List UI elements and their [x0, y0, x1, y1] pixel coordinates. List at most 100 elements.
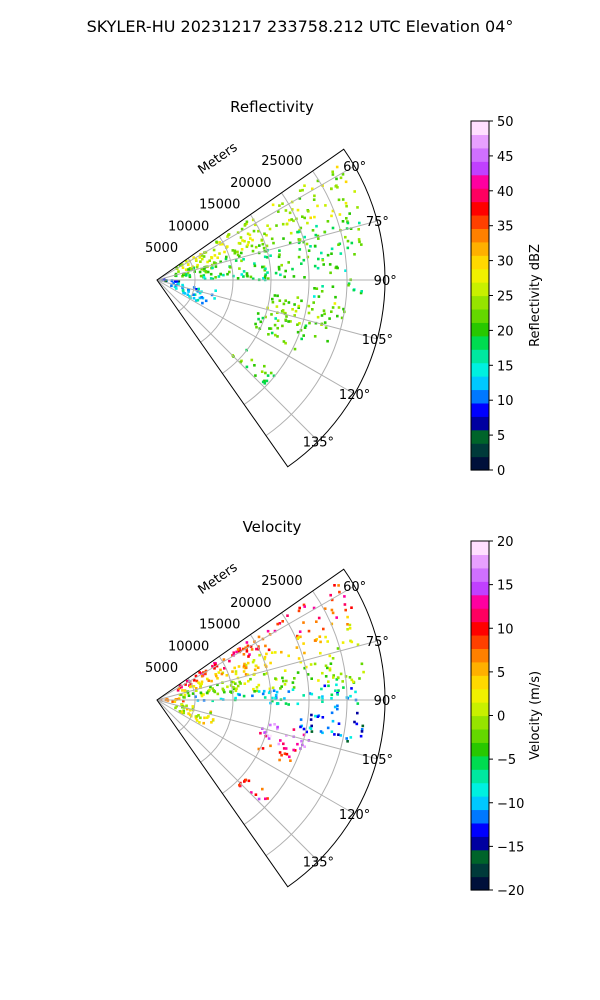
- echo-pixel: [303, 651, 306, 655]
- echo-pixel: [218, 252, 221, 255]
- echo-pixel: [278, 622, 282, 625]
- echo-pixel: [320, 251, 323, 255]
- colorbar-tick-label: 0: [497, 464, 505, 479]
- colorbar-segment: [471, 782, 489, 797]
- echo-pixel: [261, 787, 264, 791]
- echo-pixel: [236, 277, 240, 280]
- echo-pixel: [321, 700, 324, 703]
- echo-pixel: [222, 658, 226, 661]
- echo-pixel: [243, 662, 246, 666]
- echo-pixel: [287, 654, 290, 658]
- echo-pixel: [177, 687, 181, 690]
- echo-pixel: [272, 374, 276, 378]
- echo-pixel: [223, 667, 226, 670]
- echo-pixel: [219, 243, 222, 246]
- echo-pixel: [251, 277, 255, 281]
- echo-pixel: [201, 257, 204, 261]
- echo-pixel: [337, 243, 340, 246]
- echo-pixel: [202, 274, 206, 277]
- echo-pixel: [310, 692, 314, 696]
- echo-pixel: [192, 679, 196, 682]
- echo-pixel: [345, 204, 348, 208]
- echo-pixel: [258, 244, 261, 247]
- echo-pixel: [313, 215, 316, 219]
- echo-pixel: [313, 194, 316, 198]
- echo-pixel: [353, 190, 356, 193]
- echo-pixel: [181, 283, 184, 287]
- echo-pixel: [199, 691, 203, 695]
- echo-pixel: [264, 267, 267, 271]
- echo-pixel: [312, 301, 315, 304]
- echo-pixel: [336, 186, 339, 189]
- echo-pixel: [243, 239, 246, 243]
- echo-pixel: [224, 257, 228, 261]
- echo-pixel: [280, 650, 283, 654]
- echo-pixel: [283, 669, 287, 672]
- radial-tick-label: 20000: [230, 596, 271, 611]
- echo-pixel: [276, 702, 279, 705]
- echo-pixel: [198, 270, 202, 274]
- echo-pixel: [260, 238, 264, 242]
- echo-pixel: [191, 707, 195, 711]
- colorbar-segment: [471, 688, 489, 703]
- echo-pixel: [350, 606, 353, 609]
- echo-pixel: [257, 635, 261, 639]
- colorbar-segment: [471, 863, 489, 878]
- echo-pixel: [183, 292, 187, 295]
- colorbar-segment: [471, 796, 489, 811]
- echo-pixel: [213, 297, 216, 300]
- echo-pixel: [346, 623, 349, 626]
- echo-pixel: [176, 689, 180, 692]
- echo-pixel: [192, 296, 196, 300]
- echo-pixel: [215, 674, 218, 678]
- azimuth-tick-label: 75°: [366, 635, 389, 650]
- echo-pixel: [285, 752, 289, 756]
- echo-pixel: [306, 221, 309, 225]
- radial-tick-label: 5000: [145, 661, 178, 676]
- echo-pixel: [291, 308, 294, 311]
- echo-pixel: [256, 312, 260, 315]
- echo-pixel: [356, 643, 360, 646]
- echo-pixel: [198, 291, 202, 295]
- echo-pixel: [246, 644, 250, 648]
- echo-pixel: [274, 317, 277, 320]
- echo-pixel: [313, 662, 317, 666]
- echo-pixel: [263, 275, 267, 278]
- echo-pixel: [238, 680, 241, 684]
- colorbar-segment: [471, 836, 489, 851]
- echo-pixel: [313, 287, 316, 290]
- echo-pixel: [336, 266, 339, 270]
- radial-tick-label: 10000: [168, 639, 209, 654]
- echo-pixel: [283, 683, 287, 686]
- echo-pixel: [200, 694, 204, 698]
- echo-region: [231, 348, 276, 385]
- echo-pixel: [186, 271, 190, 275]
- echo-pixel: [276, 335, 279, 338]
- colorbar-segment: [471, 755, 489, 770]
- echo-pixel: [353, 720, 356, 724]
- echo-pixel: [302, 334, 305, 337]
- echo-pixel: [275, 305, 279, 308]
- velocity-title: Velocity: [243, 518, 302, 536]
- colorbar-segment: [471, 541, 489, 556]
- echo-pixel: [349, 736, 353, 739]
- echo-pixel: [215, 664, 219, 668]
- echo-pixel: [277, 268, 281, 271]
- echo-pixel: [268, 687, 272, 691]
- echo-pixel: [233, 666, 236, 670]
- echo-pixel: [336, 704, 339, 708]
- echo-pixel: [234, 670, 238, 673]
- echo-pixel: [323, 230, 326, 234]
- echo-pixel: [217, 671, 221, 674]
- colorbar-segment: [471, 554, 489, 569]
- echo-pixel: [263, 364, 266, 368]
- echo-pixel: [319, 651, 322, 655]
- echo-pixel: [287, 261, 290, 264]
- echo-pixel: [330, 693, 334, 697]
- sector-frame: [156, 568, 386, 888]
- echo-pixel: [324, 664, 328, 668]
- echo-pixel: [269, 327, 273, 330]
- echo-pixel: [338, 213, 342, 216]
- echo-pixel: [336, 693, 339, 696]
- colorbar-tick-label: 45: [497, 150, 514, 165]
